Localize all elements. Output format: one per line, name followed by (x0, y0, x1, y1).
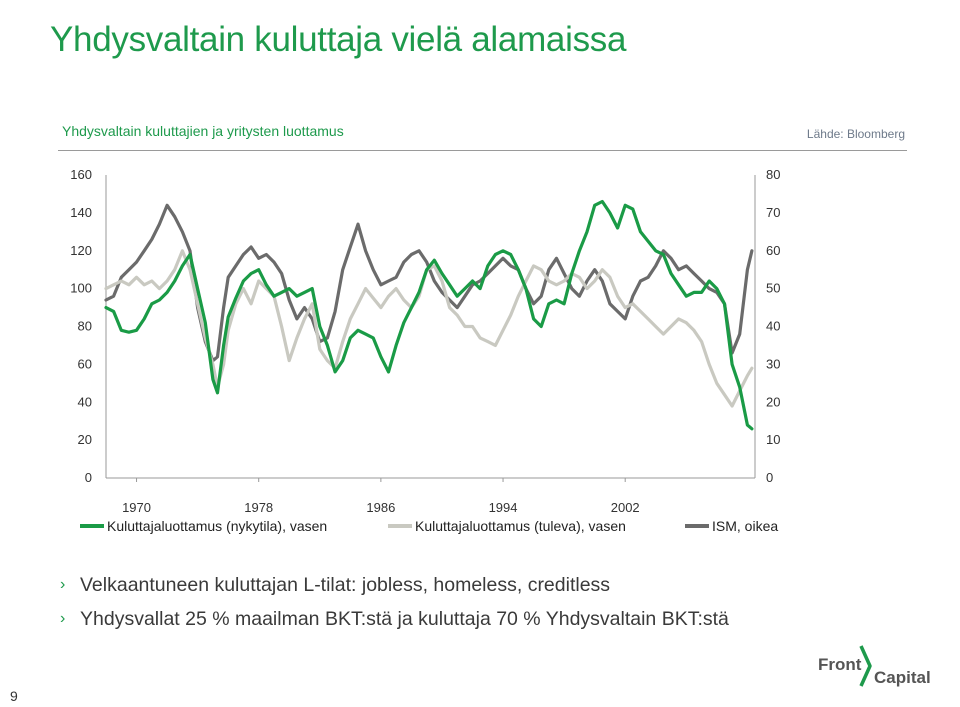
chevron-right-icon: › (60, 576, 66, 593)
legend-label: Kuluttajaluottamus (tuleva), vasen (415, 518, 626, 534)
y-left-tick-label: 60 (78, 356, 92, 371)
y-left-tick-label: 80 (78, 319, 92, 334)
bullet-list: › Velkaantuneen kuluttajan L-tilat: jobl… (60, 574, 729, 642)
company-logo: Front Capital (816, 642, 936, 692)
y-left-tick-label: 120 (70, 243, 92, 258)
y-left-tick-label: 140 (70, 205, 92, 220)
line-chart: 0 20 40 60 80 100 120 140 160 0 10 20 30 40 50 60 70 80 19… (70, 167, 780, 534)
y-left-tick-label: 100 (70, 281, 92, 296)
bullet-item-1: › Velkaantuneen kuluttajan L-tilat: jobl… (60, 574, 729, 608)
chart-title: Yhdysvaltain kuluttajien ja yritysten lu… (62, 123, 344, 139)
legend-label: ISM, oikea (712, 518, 778, 534)
y-right-tick-label: 0 (766, 470, 773, 485)
y-right-tick-label: 40 (766, 319, 780, 334)
y-right-tick-label: 50 (766, 281, 780, 296)
x-tick-label: 1970 (122, 500, 151, 515)
x-tick-label: 2002 (611, 500, 640, 515)
x-tick-label: 1994 (489, 500, 518, 515)
chart-source: Lähde: Bloomberg (806, 127, 905, 141)
logo-bracket-icon (859, 645, 872, 687)
bullet-text-1: Velkaantuneen kuluttajan L-tilat: jobles… (80, 574, 611, 596)
logo-word-front: Front (818, 655, 862, 674)
y-right-tick-label: 60 (766, 243, 780, 258)
page-number: 9 (10, 688, 18, 704)
y-right-tick-label: 80 (766, 167, 780, 182)
series-line-3 (104, 203, 754, 363)
bullet-item-2: › Yhdysvallat 25 % maailman BKT:stä ja k… (60, 608, 729, 642)
chart-header: Yhdysvaltain kuluttajien ja yritysten lu… (58, 120, 907, 151)
series-line-1 (104, 199, 754, 431)
legend-label: Kuluttajaluottamus (nykytila), vasen (107, 518, 327, 534)
chevron-right-icon: › (60, 610, 66, 627)
y-left-tick-label: 160 (70, 167, 92, 182)
y-left-tick-label: 0 (85, 470, 92, 485)
x-tick-label: 1978 (244, 500, 273, 515)
y-right-tick-label: 70 (766, 205, 780, 220)
y-right-tick-label: 30 (766, 356, 780, 371)
x-tick-label: 1986 (366, 500, 395, 515)
logo-word-capital: Capital (874, 668, 931, 687)
series-line-2 (104, 249, 754, 408)
slide-title: Yhdysvaltain kuluttaja vielä alamaissa (50, 20, 627, 59)
y-left-tick-label: 20 (78, 432, 92, 447)
y-right-tick-label: 20 (766, 394, 780, 409)
y-left-tick-label: 40 (78, 394, 92, 409)
bullet-text-2: Yhdysvallat 25 % maailman BKT:stä ja kul… (80, 608, 729, 630)
y-right-tick-label: 10 (766, 432, 780, 447)
